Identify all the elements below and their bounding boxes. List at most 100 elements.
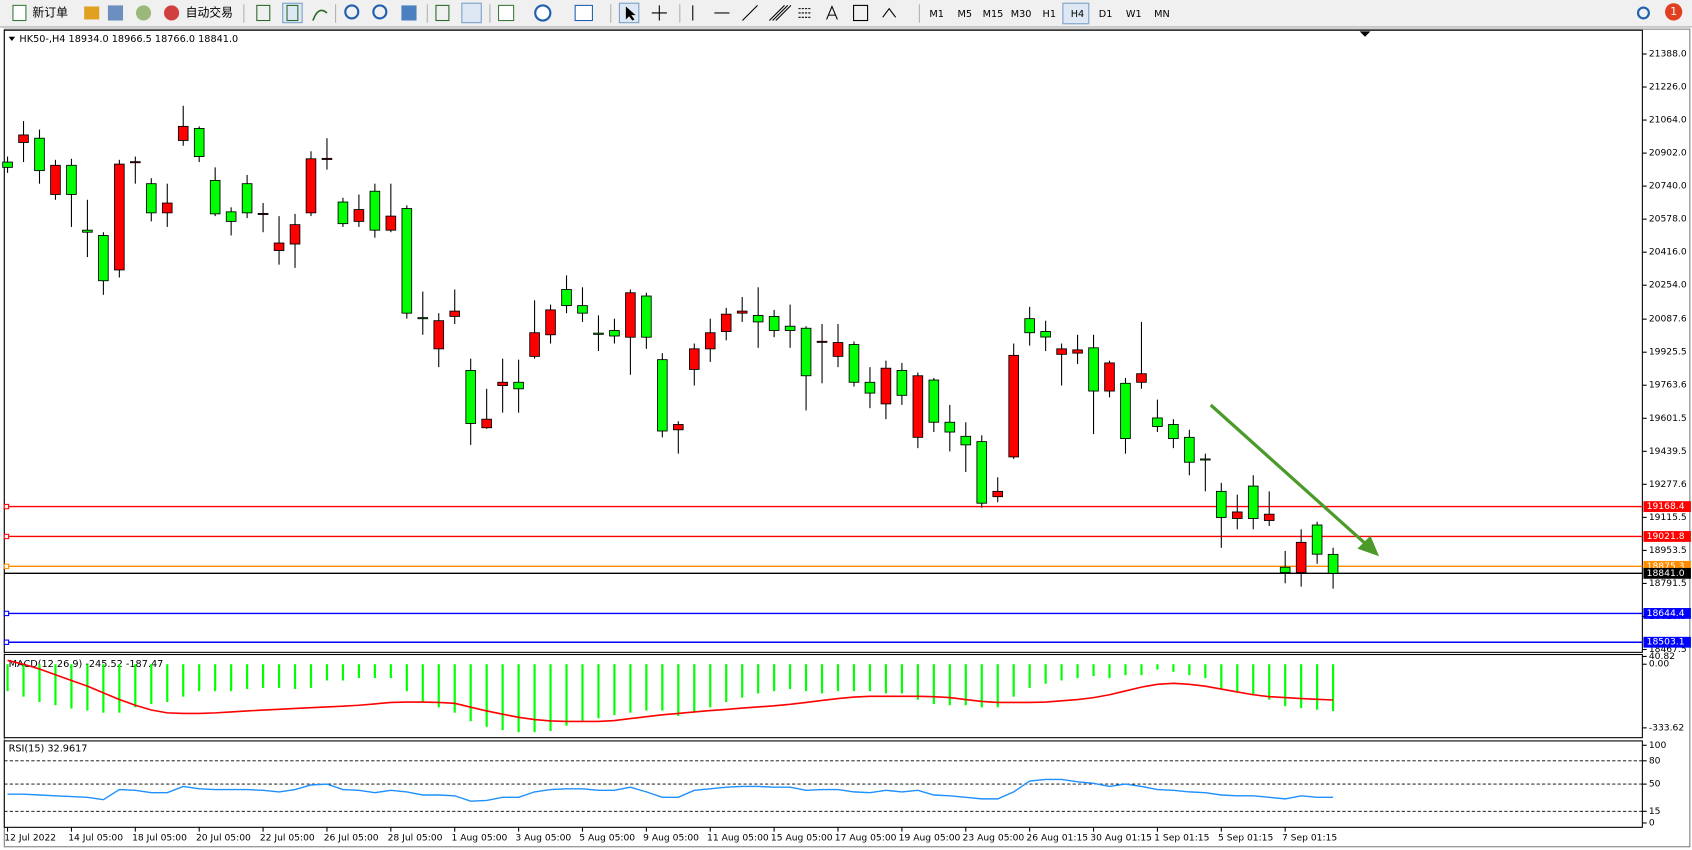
timeframe-button[interactable]: W1	[1126, 9, 1142, 20]
search-icon[interactable]	[1636, 6, 1650, 20]
timeframe-button[interactable]: H1	[1043, 9, 1056, 20]
candle-body	[369, 190, 381, 231]
y-tick-label: 20902.0	[1649, 148, 1687, 159]
candle-body	[752, 314, 764, 323]
candle-body	[289, 224, 301, 245]
candle-body	[1024, 318, 1035, 334]
price-level-handle	[3, 533, 10, 540]
macd-bar	[1316, 664, 1319, 710]
notification-badge[interactable]	[1665, 3, 1683, 21]
toolbar-icon[interactable]	[107, 5, 124, 21]
candle-body	[225, 211, 237, 222]
candle-body	[641, 295, 652, 338]
candle-body	[609, 330, 620, 337]
macd-bar	[629, 664, 632, 713]
macd-bar	[517, 664, 520, 733]
toolbar-icon[interactable]	[534, 4, 552, 22]
toolbar-icon[interactable]	[286, 4, 299, 22]
y-tick-label: 19763.6	[1649, 380, 1687, 391]
x-tick-label: 5 Aug 05:00	[579, 833, 635, 844]
price-level-handle	[3, 639, 10, 645]
toolbar-icon[interactable]	[282, 2, 303, 24]
macd-bar	[1060, 664, 1063, 681]
candle-body	[114, 163, 125, 271]
macd-bar	[709, 664, 712, 708]
macd-bar	[613, 664, 616, 715]
price-level-handle	[3, 610, 10, 617]
cursor-icon[interactable]	[625, 6, 636, 21]
candle-body	[944, 421, 956, 433]
toolbar-icon[interactable]	[461, 2, 482, 24]
new-order-icon[interactable]	[12, 4, 27, 22]
toolbar-icon[interactable]	[312, 9, 328, 21]
y-tick-label: 19439.5	[1649, 446, 1687, 457]
candle-body	[417, 317, 429, 320]
label-icon[interactable]	[853, 4, 869, 22]
candle-body	[193, 127, 205, 157]
price-level-label: 18644.4	[1647, 608, 1685, 619]
macd-bar	[565, 664, 568, 726]
macd-bar	[102, 664, 105, 713]
toolbar-icon[interactable]	[401, 5, 417, 21]
toolbar-icon[interactable]	[497, 4, 515, 22]
toolbar-icon[interactable]	[256, 4, 271, 22]
toolbar-icon[interactable]	[435, 4, 450, 22]
y-tick-label: 18791.5	[1649, 578, 1687, 589]
notification-count[interactable]: 1	[1670, 5, 1677, 18]
auto-trading-icon[interactable]	[164, 5, 180, 21]
candle-body	[880, 367, 892, 405]
candle-body	[1056, 348, 1067, 355]
timeframe-button[interactable]: D1	[1099, 9, 1113, 20]
macd-bar	[852, 664, 856, 692]
new-order-button[interactable]: 新订单	[32, 5, 68, 19]
timeframe-button[interactable]: MN	[1154, 9, 1170, 20]
candle-body	[816, 340, 828, 343]
timeframe-button[interactable]: H4	[1071, 9, 1084, 20]
macd-bar	[485, 664, 488, 727]
fibo-icon[interactable]	[798, 8, 812, 18]
y-tick-label: 20087.6	[1649, 314, 1687, 325]
annotation-arrow	[1209, 403, 1368, 546]
macd-bar	[86, 664, 89, 711]
channel-icon[interactable]	[769, 5, 792, 21]
toolbar-icon[interactable]	[84, 6, 100, 20]
candle-body	[1247, 485, 1259, 519]
macd-bar	[820, 664, 824, 694]
candle-body	[1040, 331, 1051, 338]
x-tick-label: 12 Jul 2022	[4, 833, 56, 844]
toolbar-icon[interactable]	[135, 5, 152, 21]
timeframe-button[interactable]: M1	[929, 9, 944, 20]
candle-body	[1008, 354, 1019, 458]
y-tick-label: 20416.0	[1649, 247, 1687, 258]
candle-body	[337, 201, 349, 225]
candle-body	[1200, 458, 1211, 461]
macd-bar	[597, 664, 600, 719]
price-level-label: 18875.3	[1647, 561, 1685, 572]
toolbar-icon[interactable]	[574, 4, 593, 22]
shapes-icon[interactable]	[882, 7, 897, 18]
macd-bar	[757, 664, 760, 694]
toolbar: 新订单 自动交易 M1 M5 M15 M	[0, 0, 1692, 28]
candle-body	[1231, 511, 1243, 519]
macd-bar	[1124, 664, 1127, 676]
zoom-out-icon[interactable]	[372, 4, 388, 20]
macd-bar	[70, 664, 73, 709]
auto-trading-button[interactable]: 自动交易	[186, 5, 233, 19]
timeframe-button[interactable]: M5	[958, 9, 973, 20]
text-icon[interactable]	[826, 5, 838, 20]
zoom-in-icon[interactable]	[344, 4, 360, 20]
y-tick-label: 50	[1649, 779, 1661, 790]
timeframe-button[interactable]: M15	[983, 9, 1004, 20]
candle-body	[545, 309, 556, 336]
trendline-icon[interactable]	[742, 5, 758, 21]
x-tick-label: 26 Jul 05:00	[324, 833, 379, 844]
candle-body	[1104, 362, 1115, 392]
macd-bar	[1236, 664, 1239, 692]
candle-body	[1136, 373, 1147, 383]
timeframe-button[interactable]: M30	[1011, 9, 1032, 20]
macd-bar	[6, 664, 9, 692]
macd-bar	[900, 664, 903, 694]
candle-body	[98, 235, 109, 282]
crosshair-icon[interactable]	[651, 5, 667, 21]
